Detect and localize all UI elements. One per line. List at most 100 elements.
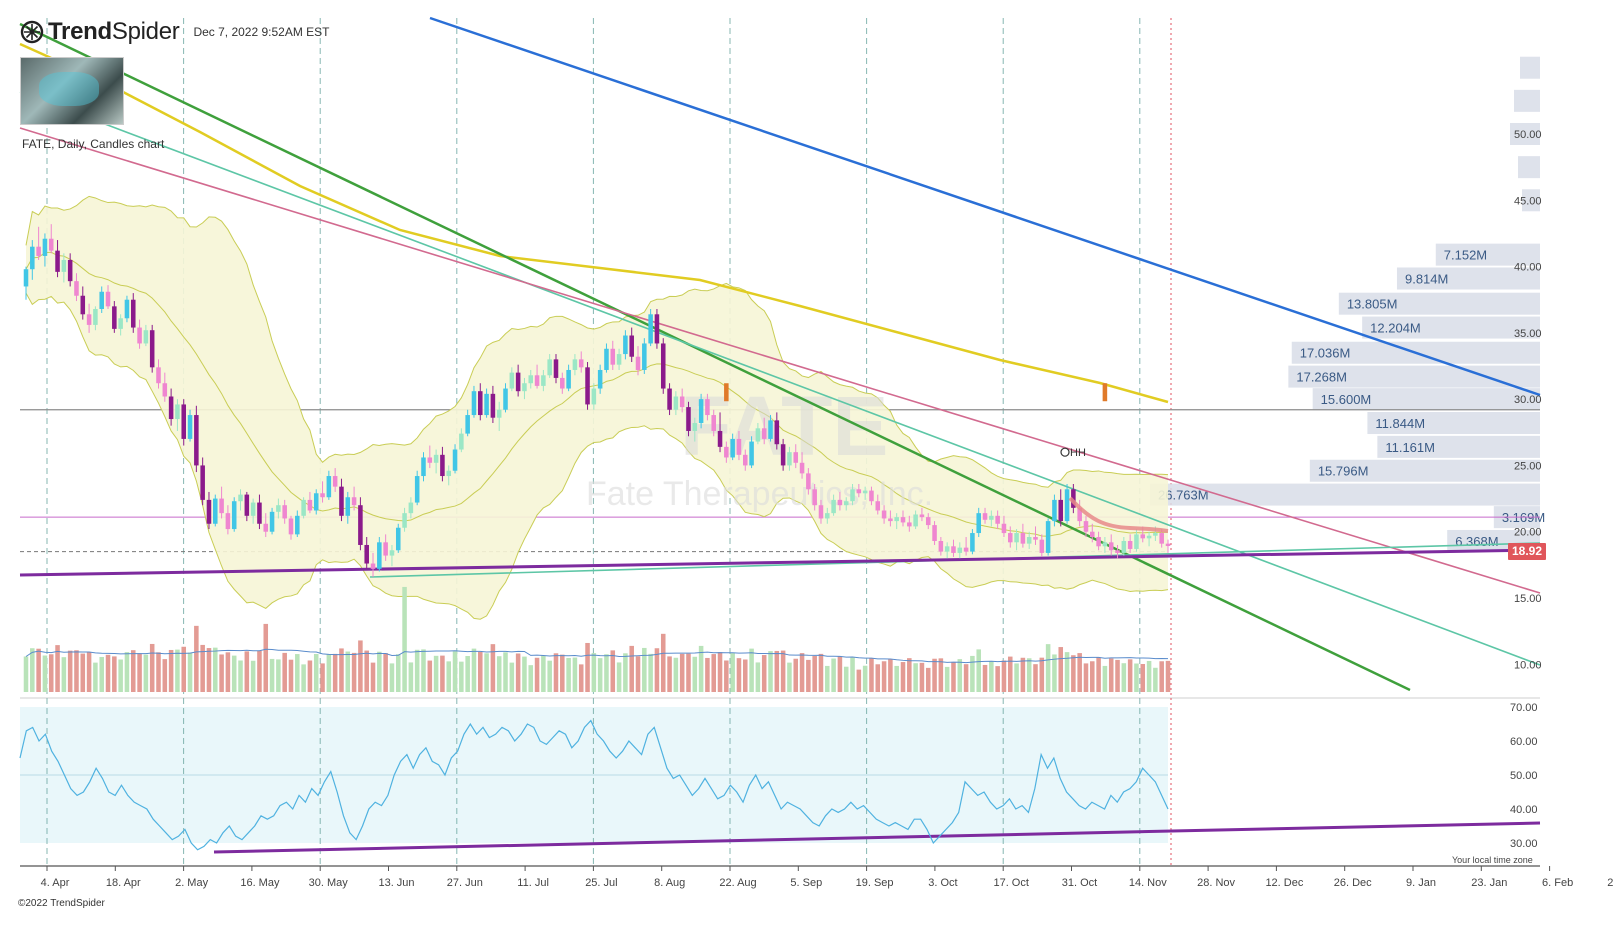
candle-body — [667, 388, 672, 410]
candle-body — [427, 457, 433, 463]
volume-profile-bar — [1518, 156, 1540, 179]
volume-bar — [1039, 657, 1045, 692]
volume-bar — [913, 663, 918, 692]
volume-bar — [604, 654, 609, 692]
volume-profile-label: 6.368M — [1455, 534, 1498, 549]
candle-body — [1071, 489, 1076, 508]
symbol-info: FATE, Daily, Candles chart — [22, 137, 165, 151]
volume-bar — [730, 653, 735, 692]
volume-bar — [515, 653, 521, 692]
candle-body — [1108, 542, 1114, 551]
x-tick-label: 5. Sep — [790, 877, 822, 889]
candle-body — [1159, 533, 1164, 544]
candle-body — [206, 499, 212, 524]
volume-bar — [156, 652, 161, 692]
volume-bar — [80, 653, 86, 692]
candle-body — [1153, 533, 1158, 536]
x-tick-label: 8. Aug — [654, 877, 685, 889]
candle-body — [982, 513, 988, 520]
candle-body — [900, 517, 906, 523]
volume-bar — [1058, 647, 1064, 692]
timestamp: Dec 7, 2022 9:52AM EST — [193, 25, 330, 39]
candle-body — [213, 498, 218, 524]
volume-bar — [288, 659, 294, 692]
volume-bar — [1052, 654, 1057, 692]
volume-bar — [408, 662, 414, 692]
volume-bar — [660, 633, 666, 692]
candle-body — [995, 515, 1000, 524]
candle-body — [30, 246, 35, 270]
hh-marker-icon — [1060, 447, 1070, 457]
candle-highlight — [724, 383, 729, 402]
volume-bar — [231, 655, 237, 692]
bollinger-fill — [26, 196, 1168, 620]
volume-bar — [276, 659, 281, 692]
volume-bar — [787, 662, 792, 692]
volume-bar — [194, 625, 199, 692]
volume-bar — [175, 649, 180, 692]
volume-bar — [1045, 644, 1051, 692]
candle-body — [105, 291, 111, 307]
volume-bar — [749, 648, 754, 692]
candle-body — [414, 476, 420, 503]
x-tick-label: 27. Jun — [447, 877, 483, 889]
volume-profile-bar — [1367, 412, 1540, 435]
volume-bar — [1020, 657, 1026, 692]
volume-bar — [143, 654, 149, 692]
candle-body — [364, 544, 369, 564]
volume-bar — [888, 659, 893, 692]
candle-body — [263, 523, 269, 532]
volume-bar — [440, 655, 445, 692]
volume-bar — [1127, 659, 1133, 692]
volume-bar — [320, 663, 325, 692]
volume-bar — [654, 648, 660, 692]
volume-bar — [1077, 653, 1082, 692]
price-tick-label: 30.00 — [1514, 394, 1542, 406]
candle-body — [528, 375, 534, 384]
volume-bar — [1140, 663, 1146, 692]
candle-body — [67, 259, 73, 282]
volume-profile-label: 17.036M — [1300, 346, 1351, 361]
volume-bar — [219, 654, 224, 692]
candle-body — [377, 542, 382, 569]
candle-body — [1033, 537, 1038, 540]
volume-bar — [67, 650, 73, 692]
volume-bar — [755, 662, 761, 692]
volume-bar — [402, 586, 407, 692]
candle-body — [1102, 542, 1108, 547]
header: TrendSpider Dec 7, 2022 9:52AM EST — [20, 18, 330, 46]
purple-support-trendline — [19, 548, 1541, 577]
candle-body — [736, 438, 742, 455]
candle-body — [875, 501, 881, 511]
candle-body — [1090, 531, 1095, 538]
candle-body — [692, 423, 698, 431]
volume-bar — [206, 648, 212, 692]
rsi-tick-label: 50.00 — [1510, 770, 1538, 782]
candle-body — [1064, 489, 1070, 522]
volume-bar — [1083, 663, 1089, 692]
company-thumbnail — [20, 57, 124, 125]
volume-bar — [99, 656, 104, 692]
volume-bar — [503, 652, 508, 692]
candle-body — [408, 502, 414, 514]
volume-bar — [459, 661, 464, 692]
volume-bar — [1014, 663, 1019, 692]
candle-body — [465, 415, 470, 434]
candle-body — [938, 540, 944, 552]
x-tick-label: 13. Jun — [378, 877, 414, 889]
candle-body — [490, 393, 496, 418]
candle-body — [326, 476, 332, 498]
price-tick-label: 40.00 — [1514, 262, 1542, 274]
x-tick-label: 26. Dec — [1334, 877, 1372, 889]
candle-body — [812, 489, 817, 506]
volume-profile-bar — [1362, 316, 1540, 339]
candle-body — [446, 470, 452, 477]
candle-body — [686, 407, 691, 431]
candle-body — [642, 343, 647, 370]
candle-body — [862, 490, 868, 494]
volume-bar — [200, 644, 205, 692]
volume-bar — [711, 654, 716, 692]
volume-moving-average — [25, 648, 1169, 664]
candle-body — [976, 513, 981, 534]
